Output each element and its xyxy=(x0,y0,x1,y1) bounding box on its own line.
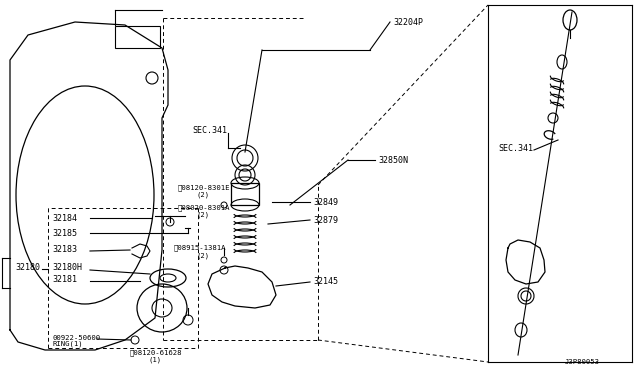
Text: (1): (1) xyxy=(148,357,161,363)
Text: 32180H: 32180H xyxy=(52,263,82,273)
Text: Ⓑ08020-8301A: Ⓑ08020-8301A xyxy=(178,205,230,211)
Text: 32879: 32879 xyxy=(313,215,338,224)
Text: 32181: 32181 xyxy=(52,276,77,285)
Text: 32204P: 32204P xyxy=(393,17,423,26)
Text: 32180: 32180 xyxy=(15,263,40,273)
Text: SEC.341: SEC.341 xyxy=(498,144,533,153)
Text: Ⓑ08120-8301E: Ⓑ08120-8301E xyxy=(178,185,230,191)
Text: 32849: 32849 xyxy=(313,198,338,206)
Text: (2): (2) xyxy=(196,212,209,218)
Text: SEC.341: SEC.341 xyxy=(192,125,227,135)
Text: ⓜ08915-1381A: ⓜ08915-1381A xyxy=(174,245,227,251)
Text: (2): (2) xyxy=(196,253,209,259)
Text: 32184: 32184 xyxy=(52,214,77,222)
Text: RING(1): RING(1) xyxy=(52,341,83,347)
Text: 32850N: 32850N xyxy=(378,155,408,164)
Text: J3P80053: J3P80053 xyxy=(565,359,600,365)
Text: Ⓑ08120-61628: Ⓑ08120-61628 xyxy=(130,350,182,356)
Text: 32145: 32145 xyxy=(313,278,338,286)
Text: (2): (2) xyxy=(196,192,209,198)
Text: 00922-50600: 00922-50600 xyxy=(52,335,100,341)
Text: 32183: 32183 xyxy=(52,246,77,254)
Text: 32185: 32185 xyxy=(52,228,77,237)
